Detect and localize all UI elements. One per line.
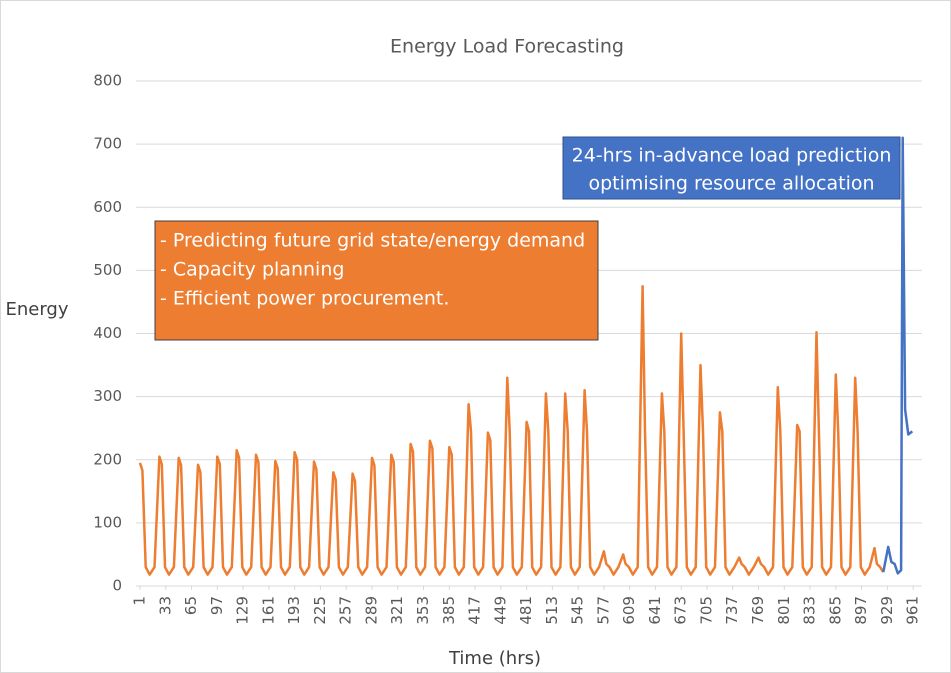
- x-tick-label: 801: [775, 596, 793, 625]
- x-tick-label: 929: [878, 596, 896, 625]
- annotation-box: [154, 220, 599, 341]
- x-tick-label: 577: [594, 596, 612, 625]
- x-tick-label: 641: [646, 596, 664, 625]
- y-tick-label: 500: [93, 261, 122, 279]
- x-tick-label: 321: [388, 596, 406, 625]
- x-tick-label: 897: [852, 596, 870, 625]
- plot-lines: [138, 136, 914, 576]
- x-tick-label: 385: [440, 596, 458, 625]
- chart-title: Energy Load Forecasting: [390, 36, 624, 58]
- y-tick-label: 800: [93, 72, 122, 90]
- x-tick-label: 225: [311, 596, 329, 625]
- annotation-box: [562, 136, 901, 200]
- y-tick-label: 300: [93, 387, 122, 405]
- x-tick-label: 673: [672, 596, 690, 625]
- x-tick-label: 449: [491, 596, 509, 625]
- annotation-text: - Predicting future grid state/energy de…: [160, 230, 585, 252]
- x-tick-label: 865: [826, 596, 844, 625]
- x-tick-label: 513: [543, 596, 561, 625]
- x-tick-label: 737: [723, 596, 741, 625]
- x-tick-label: 97: [208, 596, 226, 615]
- annotation-text: - Capacity planning: [160, 259, 344, 281]
- y-tick-label: 600: [93, 198, 122, 216]
- y-tick-label: 100: [93, 513, 122, 531]
- x-axis-label: Time (hrs): [448, 648, 541, 669]
- x-tick-label: 289: [362, 596, 380, 625]
- annotations: - Predicting future grid state/energy de…: [160, 145, 891, 310]
- x-tick-label: 33: [156, 596, 174, 615]
- y-tick-label: 200: [93, 450, 122, 468]
- x-tick-label: 129: [234, 596, 252, 625]
- x-tick-label: 833: [801, 596, 819, 625]
- x-tick-label: 705: [697, 596, 715, 625]
- x-tick-label: 769: [749, 596, 767, 625]
- x-tick-label: 353: [414, 596, 432, 625]
- series-line: [138, 284, 885, 576]
- y-axis-label: Energy: [5, 299, 68, 320]
- x-tick-label: 193: [285, 596, 303, 625]
- y-tick-label: 0: [112, 577, 122, 595]
- x-tick-label: 417: [466, 596, 484, 625]
- x-tick-label: 65: [182, 596, 200, 615]
- x-tick-label: 961: [904, 596, 922, 625]
- y-tick-label: 400: [93, 324, 122, 342]
- series-line: [882, 136, 914, 575]
- x-tick-label: 545: [569, 596, 587, 625]
- x-tick-label: 609: [620, 596, 638, 625]
- x-tick-label: 481: [517, 596, 535, 625]
- x-tick-label: 1: [131, 596, 149, 606]
- annotation-text: - Efficient power procurement.: [160, 288, 449, 310]
- x-tick-label: 161: [259, 596, 277, 625]
- x-tick-label: 257: [337, 596, 355, 625]
- annotation-text: 24-hrs in-advance load prediction: [572, 145, 892, 167]
- annotation-text: optimising resource allocation: [588, 173, 874, 195]
- y-tick-label: 700: [93, 135, 122, 153]
